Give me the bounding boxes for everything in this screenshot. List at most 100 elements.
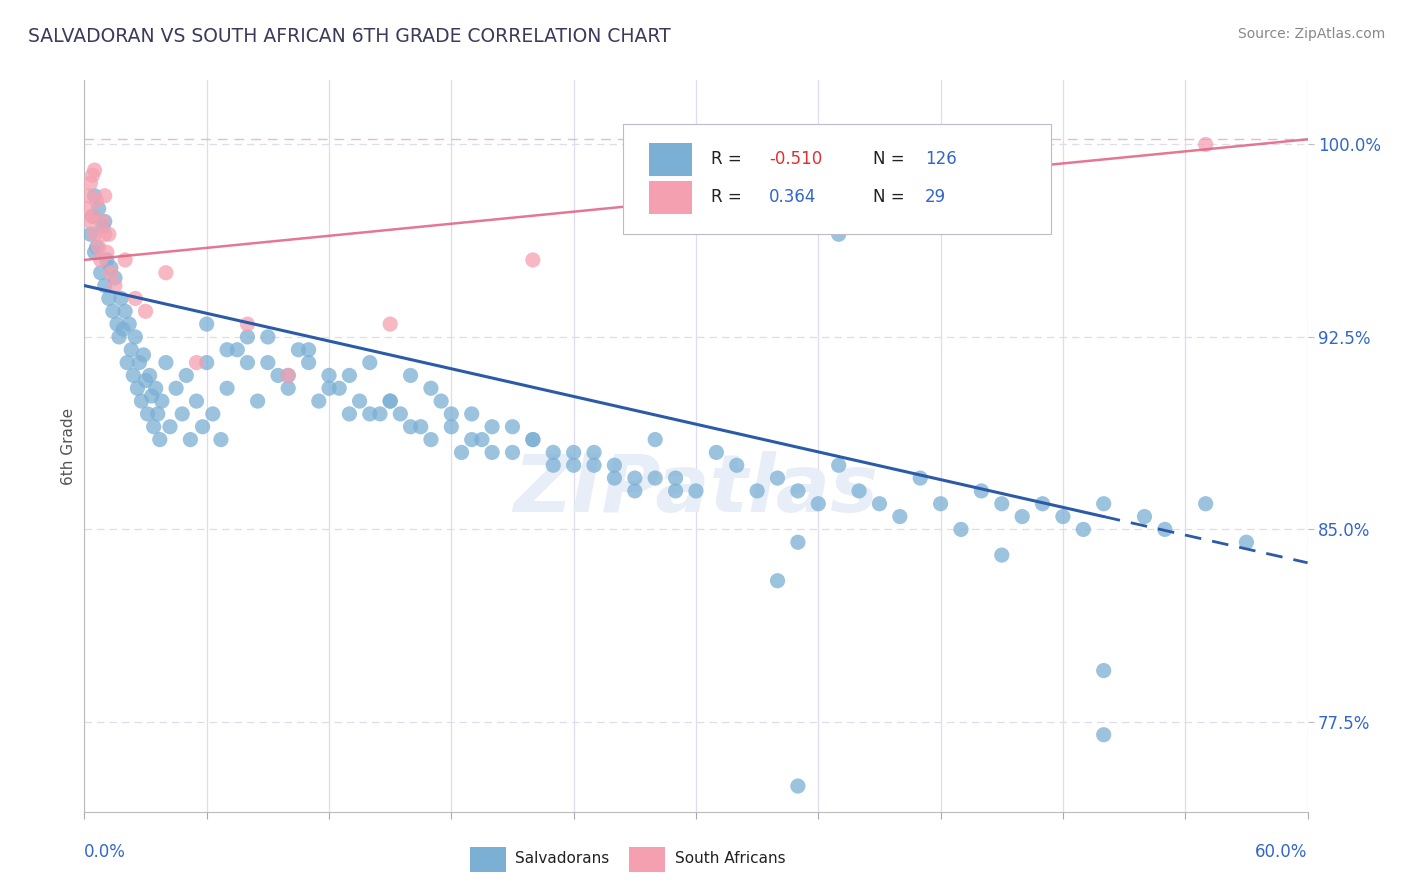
Point: [86, 240, 108, 254]
Point: [380, 317, 402, 331]
Point: [91, 214, 114, 228]
Point: [1236, 535, 1258, 549]
Point: [195, 317, 218, 331]
Point: [82, 209, 104, 223]
Point: [461, 433, 484, 447]
Text: N =: N =: [873, 150, 910, 169]
Point: [950, 523, 973, 537]
Point: [124, 330, 146, 344]
Point: [522, 433, 544, 447]
Point: [380, 394, 402, 409]
Point: [108, 330, 131, 344]
Point: [1011, 509, 1033, 524]
Point: [149, 433, 172, 447]
Point: [644, 433, 666, 447]
Point: [186, 394, 208, 409]
Point: [90, 266, 112, 280]
Point: [562, 458, 585, 473]
Point: [1195, 497, 1218, 511]
Point: [142, 419, 165, 434]
Point: [114, 304, 136, 318]
Point: [929, 497, 952, 511]
Point: [236, 355, 259, 369]
Point: [87, 240, 110, 254]
Point: [583, 458, 606, 473]
Point: [83, 188, 105, 202]
Point: [120, 343, 142, 357]
Point: [138, 368, 160, 383]
Point: [277, 368, 299, 383]
Bar: [470, 847, 506, 872]
Text: 126: 126: [925, 150, 956, 169]
Point: [624, 471, 647, 485]
Point: [82, 168, 104, 182]
Point: [100, 260, 122, 275]
Point: [79, 214, 101, 228]
Text: 0.364: 0.364: [769, 188, 817, 206]
Point: [236, 330, 259, 344]
Point: [848, 483, 870, 498]
Point: [991, 497, 1014, 511]
Point: [155, 266, 177, 280]
Point: [159, 419, 181, 434]
Point: [277, 381, 299, 395]
Point: [481, 445, 503, 459]
Point: [603, 471, 626, 485]
Point: [186, 355, 208, 369]
Point: [562, 445, 585, 459]
Point: [747, 483, 769, 498]
Point: [201, 407, 224, 421]
Point: [96, 245, 118, 260]
Point: [1032, 497, 1054, 511]
Point: [787, 483, 810, 498]
Point: [1133, 509, 1156, 524]
Point: [135, 374, 157, 388]
Point: [112, 322, 135, 336]
Point: [150, 394, 173, 409]
Text: Salvadorans: Salvadorans: [515, 851, 609, 866]
Point: [787, 535, 810, 549]
Point: [179, 433, 201, 447]
Point: [93, 188, 115, 202]
Text: 0.0%: 0.0%: [84, 843, 127, 861]
Point: [277, 368, 299, 383]
Point: [135, 304, 157, 318]
Point: [766, 574, 789, 588]
Point: [136, 407, 159, 421]
Point: [209, 433, 232, 447]
Point: [359, 355, 381, 369]
Point: [145, 381, 167, 395]
Point: [124, 292, 146, 306]
Point: [114, 252, 136, 267]
Point: [991, 548, 1014, 562]
Y-axis label: 6th Grade: 6th Grade: [60, 408, 76, 484]
Text: 29: 29: [925, 188, 946, 206]
Point: [83, 227, 105, 242]
Point: [328, 381, 350, 395]
Point: [471, 433, 494, 447]
Point: [644, 471, 666, 485]
Point: [217, 381, 239, 395]
Point: [1092, 497, 1115, 511]
Point: [910, 471, 932, 485]
Text: ZIPatlas: ZIPatlas: [513, 450, 879, 529]
Point: [191, 419, 214, 434]
Point: [101, 304, 124, 318]
Point: [725, 458, 748, 473]
Point: [543, 458, 565, 473]
Point: [90, 252, 112, 267]
Point: [155, 355, 177, 369]
Text: SALVADORAN VS SOUTH AFRICAN 6TH GRADE CORRELATION CHART: SALVADORAN VS SOUTH AFRICAN 6TH GRADE CO…: [28, 27, 671, 45]
Point: [420, 433, 443, 447]
Bar: [628, 847, 665, 872]
Point: [131, 394, 153, 409]
Point: [828, 458, 851, 473]
Point: [543, 445, 565, 459]
Point: [236, 317, 259, 331]
Point: [118, 317, 141, 331]
Point: [706, 445, 728, 459]
Point: [172, 407, 194, 421]
Point: [318, 381, 340, 395]
Point: [766, 471, 789, 485]
Point: [257, 355, 280, 369]
